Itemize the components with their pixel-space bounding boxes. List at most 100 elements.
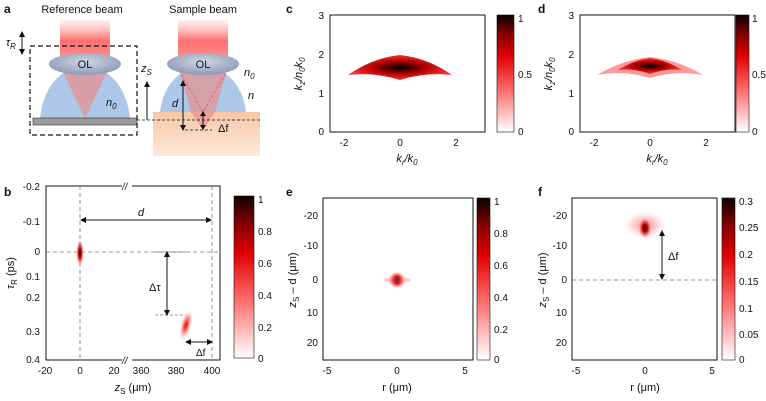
colorbar-e <box>476 197 491 361</box>
svg-text:0.05: 0.05 <box>739 330 759 341</box>
plot-b-xticks: -20 0 20 360 380 400 <box>38 366 221 377</box>
axis-break-bottom: // <box>121 356 129 367</box>
svg-text:0.8: 0.8 <box>258 227 272 238</box>
panel-d-letter: d <box>538 2 545 16</box>
svg-text:0: 0 <box>397 138 403 149</box>
reference-ol-label: OL <box>78 59 93 71</box>
plot-c-spectrum <box>348 55 452 80</box>
panel-c-letter: c <box>286 2 293 16</box>
plot-e-focal-spot <box>388 271 406 289</box>
svg-text:-2: -2 <box>590 138 599 149</box>
svg-text:1: 1 <box>518 14 524 25</box>
svg-text:-2: -2 <box>340 138 349 149</box>
plot-d-xticks: -2 0 2 <box>590 138 710 149</box>
svg-text:2: 2 <box>453 138 459 149</box>
sample-signal-blob <box>178 308 194 342</box>
svg-text:-20: -20 <box>553 211 568 222</box>
svg-text:0.2: 0.2 <box>26 293 40 304</box>
reference-arm-box <box>29 45 138 136</box>
svg-text:1: 1 <box>752 14 758 25</box>
svg-text:0: 0 <box>394 366 400 377</box>
reference-objective-lens <box>49 53 121 75</box>
svg-text:0: 0 <box>561 275 567 286</box>
plot-d-xlabel: kr/k0 <box>646 153 668 167</box>
svg-text:1: 1 <box>568 89 574 100</box>
svg-text:0.3: 0.3 <box>26 327 40 338</box>
plot-d-spectrum-core <box>618 58 682 74</box>
zs-label: zS <box>140 63 153 77</box>
svg-text:10: 10 <box>556 308 568 319</box>
svg-text:400: 400 <box>204 366 221 377</box>
svg-text:0.5: 0.5 <box>752 70 766 81</box>
svg-text:0: 0 <box>642 366 648 377</box>
plot-f-yticks: -20 -10 0 10 20 <box>553 211 568 349</box>
plot-f-xlabel: r (μm) <box>630 382 660 394</box>
panel-e-letter: e <box>286 185 293 199</box>
svg-text:0.2: 0.2 <box>739 250 753 261</box>
plot-f-xticks: -5 0 5 <box>572 366 716 377</box>
panel-b-letter: b <box>4 185 11 199</box>
svg-text:20: 20 <box>307 338 319 349</box>
svg-text:0: 0 <box>752 127 758 138</box>
svg-text:10: 10 <box>307 308 319 319</box>
delta-tau-label: Δτ <box>149 282 161 294</box>
colorbar-d <box>735 14 750 133</box>
panel-a-letter: a <box>4 2 11 16</box>
panel-f-letter: f <box>538 185 543 199</box>
plot-e-xticks: -5 0 5 <box>323 366 469 377</box>
plot-b-frame <box>45 185 221 361</box>
sample-n0-label: n0 <box>244 67 255 81</box>
svg-text:0.3: 0.3 <box>739 197 753 208</box>
panel-b: b d Δτ Δf // // -0.2 -0.1 0 0.1 <box>4 180 272 396</box>
svg-text:-5: -5 <box>572 366 581 377</box>
plot-c-xticks: -2 0 2 <box>340 138 460 149</box>
svg-text:-5: -5 <box>323 366 332 377</box>
svg-text:1: 1 <box>258 195 264 206</box>
plot-b-yticks: -0.2 -0.1 0 0.1 0.2 0.3 0.4 <box>23 182 41 366</box>
d-span-label: d <box>138 207 145 219</box>
svg-text:0.1: 0.1 <box>739 304 753 315</box>
svg-text:0.6: 0.6 <box>258 259 272 270</box>
plot-f-ylabel: zS – d (μm) <box>537 252 551 308</box>
reference-mirror <box>32 117 138 126</box>
d-label: d <box>172 98 179 110</box>
svg-text:0.8: 0.8 <box>494 229 508 240</box>
svg-text:0: 0 <box>518 127 524 138</box>
svg-text:0: 0 <box>318 127 324 138</box>
svg-text:1: 1 <box>494 197 500 208</box>
plot-f-delta-f-label: Δf <box>668 251 679 263</box>
sample-beam-label: Sample beam <box>169 4 237 16</box>
svg-text:0.15: 0.15 <box>739 277 759 288</box>
svg-text:0: 0 <box>77 366 83 377</box>
panel-f: f Δf -20 -10 0 10 20 -5 0 5 r (μm) zS – … <box>537 185 759 394</box>
plot-b-xlabel: zS (μm) <box>114 382 152 396</box>
svg-text:2: 2 <box>568 50 574 61</box>
plot-e-ylabel: zS – d (μm) <box>287 252 301 308</box>
sample-objective-lens <box>167 53 239 75</box>
tau-r-label: τR <box>6 37 16 51</box>
svg-text:20: 20 <box>108 366 120 377</box>
svg-text:0.2: 0.2 <box>494 325 508 336</box>
plot-c-ylabel: kz/n0k0 <box>293 57 307 91</box>
svg-text:360: 360 <box>133 366 150 377</box>
svg-text:3: 3 <box>318 11 324 22</box>
plot-c-yticks: 3 2 1 0 <box>318 11 324 138</box>
reference-n0-label: n0 <box>106 97 117 111</box>
panel-d: d 3 2 1 0 -2 0 2 kr/k0 kz/n0k0 1 0.5 0 <box>538 2 766 167</box>
axis-break-top: // <box>121 182 129 193</box>
svg-text:2: 2 <box>318 50 324 61</box>
plot-d-yticks: 3 2 1 0 <box>568 11 574 138</box>
colorbar-e-ticks: 1 0.8 0.6 0.4 0.2 0 <box>494 197 508 366</box>
svg-text:2: 2 <box>703 138 709 149</box>
svg-text:0: 0 <box>568 127 574 138</box>
svg-text:0.4: 0.4 <box>26 355 40 366</box>
panel-a: a Reference beam Sample beam OL n0 τR OL… <box>4 2 260 156</box>
svg-text:-10: -10 <box>553 241 568 252</box>
colorbar-f-ticks: 0.3 0.25 0.2 0.15 0.1 0.05 0 <box>739 197 759 366</box>
colorbar-f <box>721 197 736 361</box>
panel-c: c 3 2 1 0 -2 0 2 kr/k0 kz/n0k0 1 0.5 0 <box>286 2 532 167</box>
svg-text:0.2: 0.2 <box>258 323 272 334</box>
sample-n-label: n <box>248 90 254 102</box>
svg-text:0.4: 0.4 <box>494 293 508 304</box>
